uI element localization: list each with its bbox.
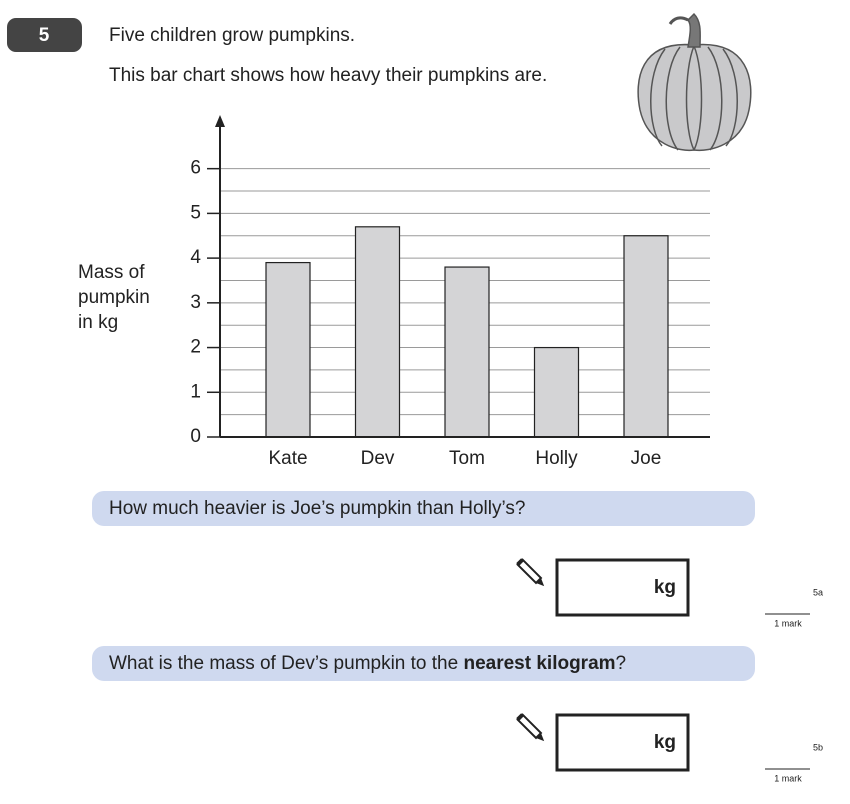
question-badge — [7, 18, 82, 52]
question-text: What is the mass of Dev’s pumpkin to the… — [109, 653, 626, 674]
bar — [444, 266, 490, 438]
intro-line: Five children grow pumpkins. — [109, 25, 355, 46]
y-axis-label: Mass of — [78, 262, 145, 283]
x-tick-label: Joe — [631, 448, 662, 469]
x-tick-label: Holly — [535, 448, 578, 469]
pumpkin-illustration — [637, 12, 752, 152]
answer-box[interactable] — [555, 713, 690, 772]
y-tick-label: 0 — [190, 426, 201, 447]
question-box — [92, 491, 755, 526]
y-axis-arrow — [215, 115, 225, 127]
bold-text-run: nearest kilogram — [463, 653, 615, 674]
question-number: 5 — [39, 25, 50, 46]
text-run: What is the mass of Dev’s pumpkin to the — [109, 653, 463, 674]
y-tick-label: 6 — [190, 158, 201, 179]
answer-unit: kg — [654, 577, 676, 598]
mark-label: 1 mark — [774, 618, 802, 628]
y-tick-label: 2 — [190, 337, 201, 358]
bar-chart: Mass of pumpkin in kg 0 1 2 3 4 5 6 Kate Dev Tom H… — [78, 115, 710, 469]
bar — [354, 226, 401, 438]
question-code: 5a — [813, 587, 823, 597]
y-tick-label: 3 — [190, 292, 201, 313]
y-tick-label: 4 — [190, 247, 201, 268]
pencil-icon — [516, 558, 545, 587]
x-tick-label: Kate — [268, 448, 307, 469]
pencil-icon — [516, 713, 545, 742]
y-axis-label: in kg — [78, 312, 118, 333]
intro-line: This bar chart shows how heavy their pum… — [109, 65, 547, 86]
y-tick-label: 5 — [190, 202, 201, 223]
x-tick-label: Tom — [449, 448, 485, 469]
answer-unit: kg — [654, 732, 676, 753]
y-axis-label: pumpkin — [78, 287, 150, 308]
question-code: 5b — [813, 742, 823, 752]
answer-box[interactable] — [555, 558, 690, 617]
mark-label: 1 mark — [774, 773, 802, 783]
text-run: ? — [616, 653, 627, 674]
question-box — [92, 646, 755, 681]
x-tick-label: Dev — [361, 448, 395, 469]
y-tick-label: 1 — [190, 381, 201, 402]
bar — [265, 261, 311, 438]
bar — [623, 235, 669, 438]
bar — [533, 346, 580, 438]
question-text: How much heavier is Joe’s pumpkin than H… — [109, 498, 525, 519]
